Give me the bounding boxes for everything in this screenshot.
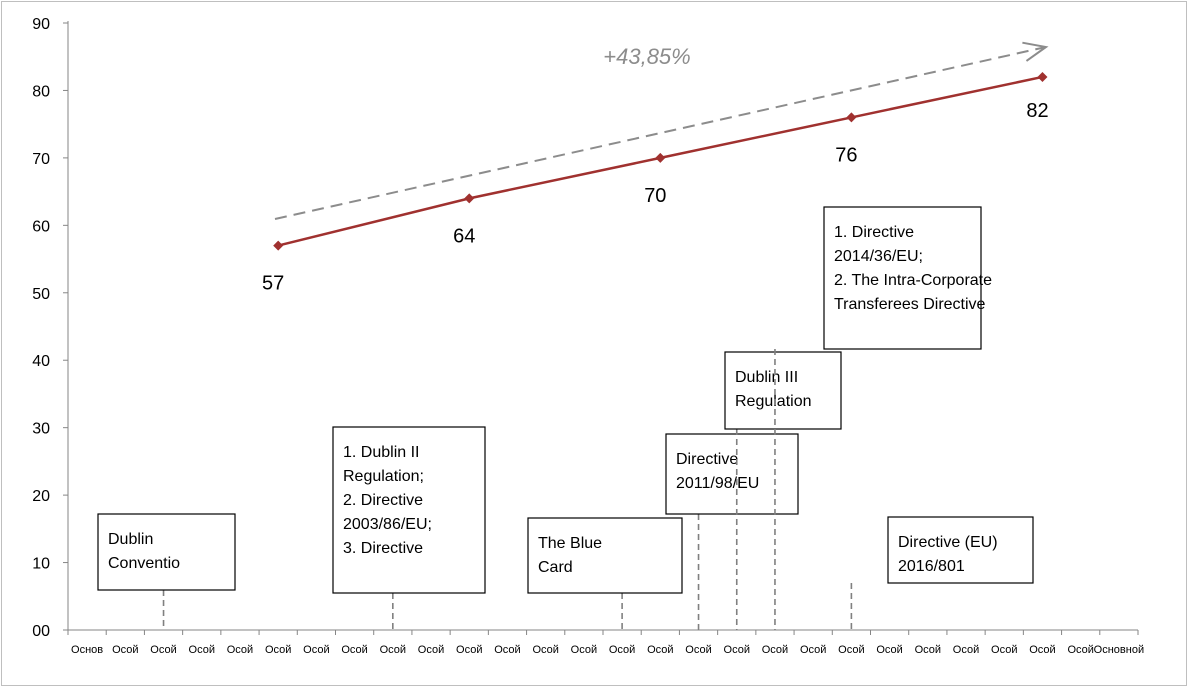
event-box xyxy=(724,351,842,430)
event-box-text: Dublin III xyxy=(735,369,798,386)
x-tick-label: Основ xyxy=(71,644,103,656)
x-tick-label: Осой xyxy=(303,644,329,656)
x-tick-label: Осой xyxy=(991,644,1017,656)
event-box xyxy=(332,426,486,594)
event-box-text: Dublin xyxy=(108,531,153,548)
event-box-text: 2011/98/EU xyxy=(676,475,759,492)
y-tick-label: 90 xyxy=(32,16,50,33)
x-tick-label: Осой xyxy=(609,644,635,656)
data-label: 70 xyxy=(644,185,666,207)
x-tick-label: Осой xyxy=(685,644,711,656)
data-label: 57 xyxy=(262,273,284,295)
event-box-text: Card xyxy=(538,559,573,576)
event-box-text: Transferees Directive xyxy=(834,296,986,313)
y-tick-label: 10 xyxy=(32,556,50,573)
data-label: 64 xyxy=(453,225,475,247)
event-box-text: Regulation; xyxy=(343,468,424,485)
x-tick-label: Осой xyxy=(150,644,176,656)
event-box-text: 1. Directive xyxy=(834,224,914,241)
x-tick-label: Осой xyxy=(112,644,138,656)
event-box-text: 1. Dublin II xyxy=(343,444,419,461)
data-point xyxy=(273,240,284,251)
event-box-text: Conventio xyxy=(108,555,180,572)
event-box-text: 2016/801 xyxy=(898,558,965,575)
x-tick-label: Осой xyxy=(494,644,520,656)
x-tick-label: Осой xyxy=(647,644,673,656)
event-box-text: 3. Directive xyxy=(343,540,423,557)
x-tick-label: Осой xyxy=(265,644,291,656)
event-box xyxy=(887,516,1034,584)
event-box xyxy=(823,206,982,350)
x-tick-label: Осой xyxy=(724,644,750,656)
x-tick-label: Осой xyxy=(456,644,482,656)
y-tick-label: 20 xyxy=(32,488,50,505)
x-tick-label: Осой xyxy=(800,644,826,656)
x-tick-label: Осой xyxy=(341,644,367,656)
y-tick-label: 60 xyxy=(32,218,50,235)
x-tick-label: Осой xyxy=(1067,644,1093,656)
y-tick-label: 70 xyxy=(32,151,50,168)
trend-arrow-head xyxy=(1022,41,1049,62)
y-tick-label: 00 xyxy=(32,623,50,640)
event-box-text: Directive xyxy=(676,451,738,468)
x-tick-label: Осой xyxy=(953,644,979,656)
x-tick-label: Осой xyxy=(876,644,902,656)
x-tick-label: Осой xyxy=(418,644,444,656)
event-box xyxy=(665,433,799,515)
data-label: 82 xyxy=(1026,100,1048,122)
x-tick-label: Осой xyxy=(571,644,597,656)
x-tick-label: Осой xyxy=(532,644,558,656)
x-tick-label: Осой xyxy=(1029,644,1055,656)
x-tick-label: Осой xyxy=(189,644,215,656)
data-point xyxy=(846,112,857,123)
event-box xyxy=(97,513,236,591)
x-tick-label: Осой xyxy=(227,644,253,656)
event-box-text: 2014/36/EU; xyxy=(834,248,923,265)
event-box-text: 2. The Intra-Corporate xyxy=(834,272,992,289)
trend-annotation: +43,85% xyxy=(603,44,690,69)
x-tick-label: Осой xyxy=(762,644,788,656)
data-label: 76 xyxy=(835,144,857,166)
y-tick-label: 50 xyxy=(32,286,50,303)
y-tick-label: 30 xyxy=(32,421,50,438)
y-tick-label: 40 xyxy=(32,353,50,370)
event-box xyxy=(527,517,683,594)
y-tick-label: 80 xyxy=(32,83,50,100)
event-box-text: Directive (EU) xyxy=(898,534,998,551)
x-tick-label: Основной xyxy=(1094,644,1144,656)
event-box-text: The Blue xyxy=(538,535,602,552)
x-tick-label: Осой xyxy=(915,644,941,656)
event-box-text: Regulation xyxy=(735,393,812,410)
x-tick-label: Осой xyxy=(380,644,406,656)
x-tick-label: Осой xyxy=(838,644,864,656)
data-point xyxy=(1037,71,1048,82)
event-box-text: 2003/86/EU; xyxy=(343,516,432,533)
event-box-text: 2. Directive xyxy=(343,492,423,509)
data-point xyxy=(655,152,666,163)
data-point xyxy=(464,193,475,204)
